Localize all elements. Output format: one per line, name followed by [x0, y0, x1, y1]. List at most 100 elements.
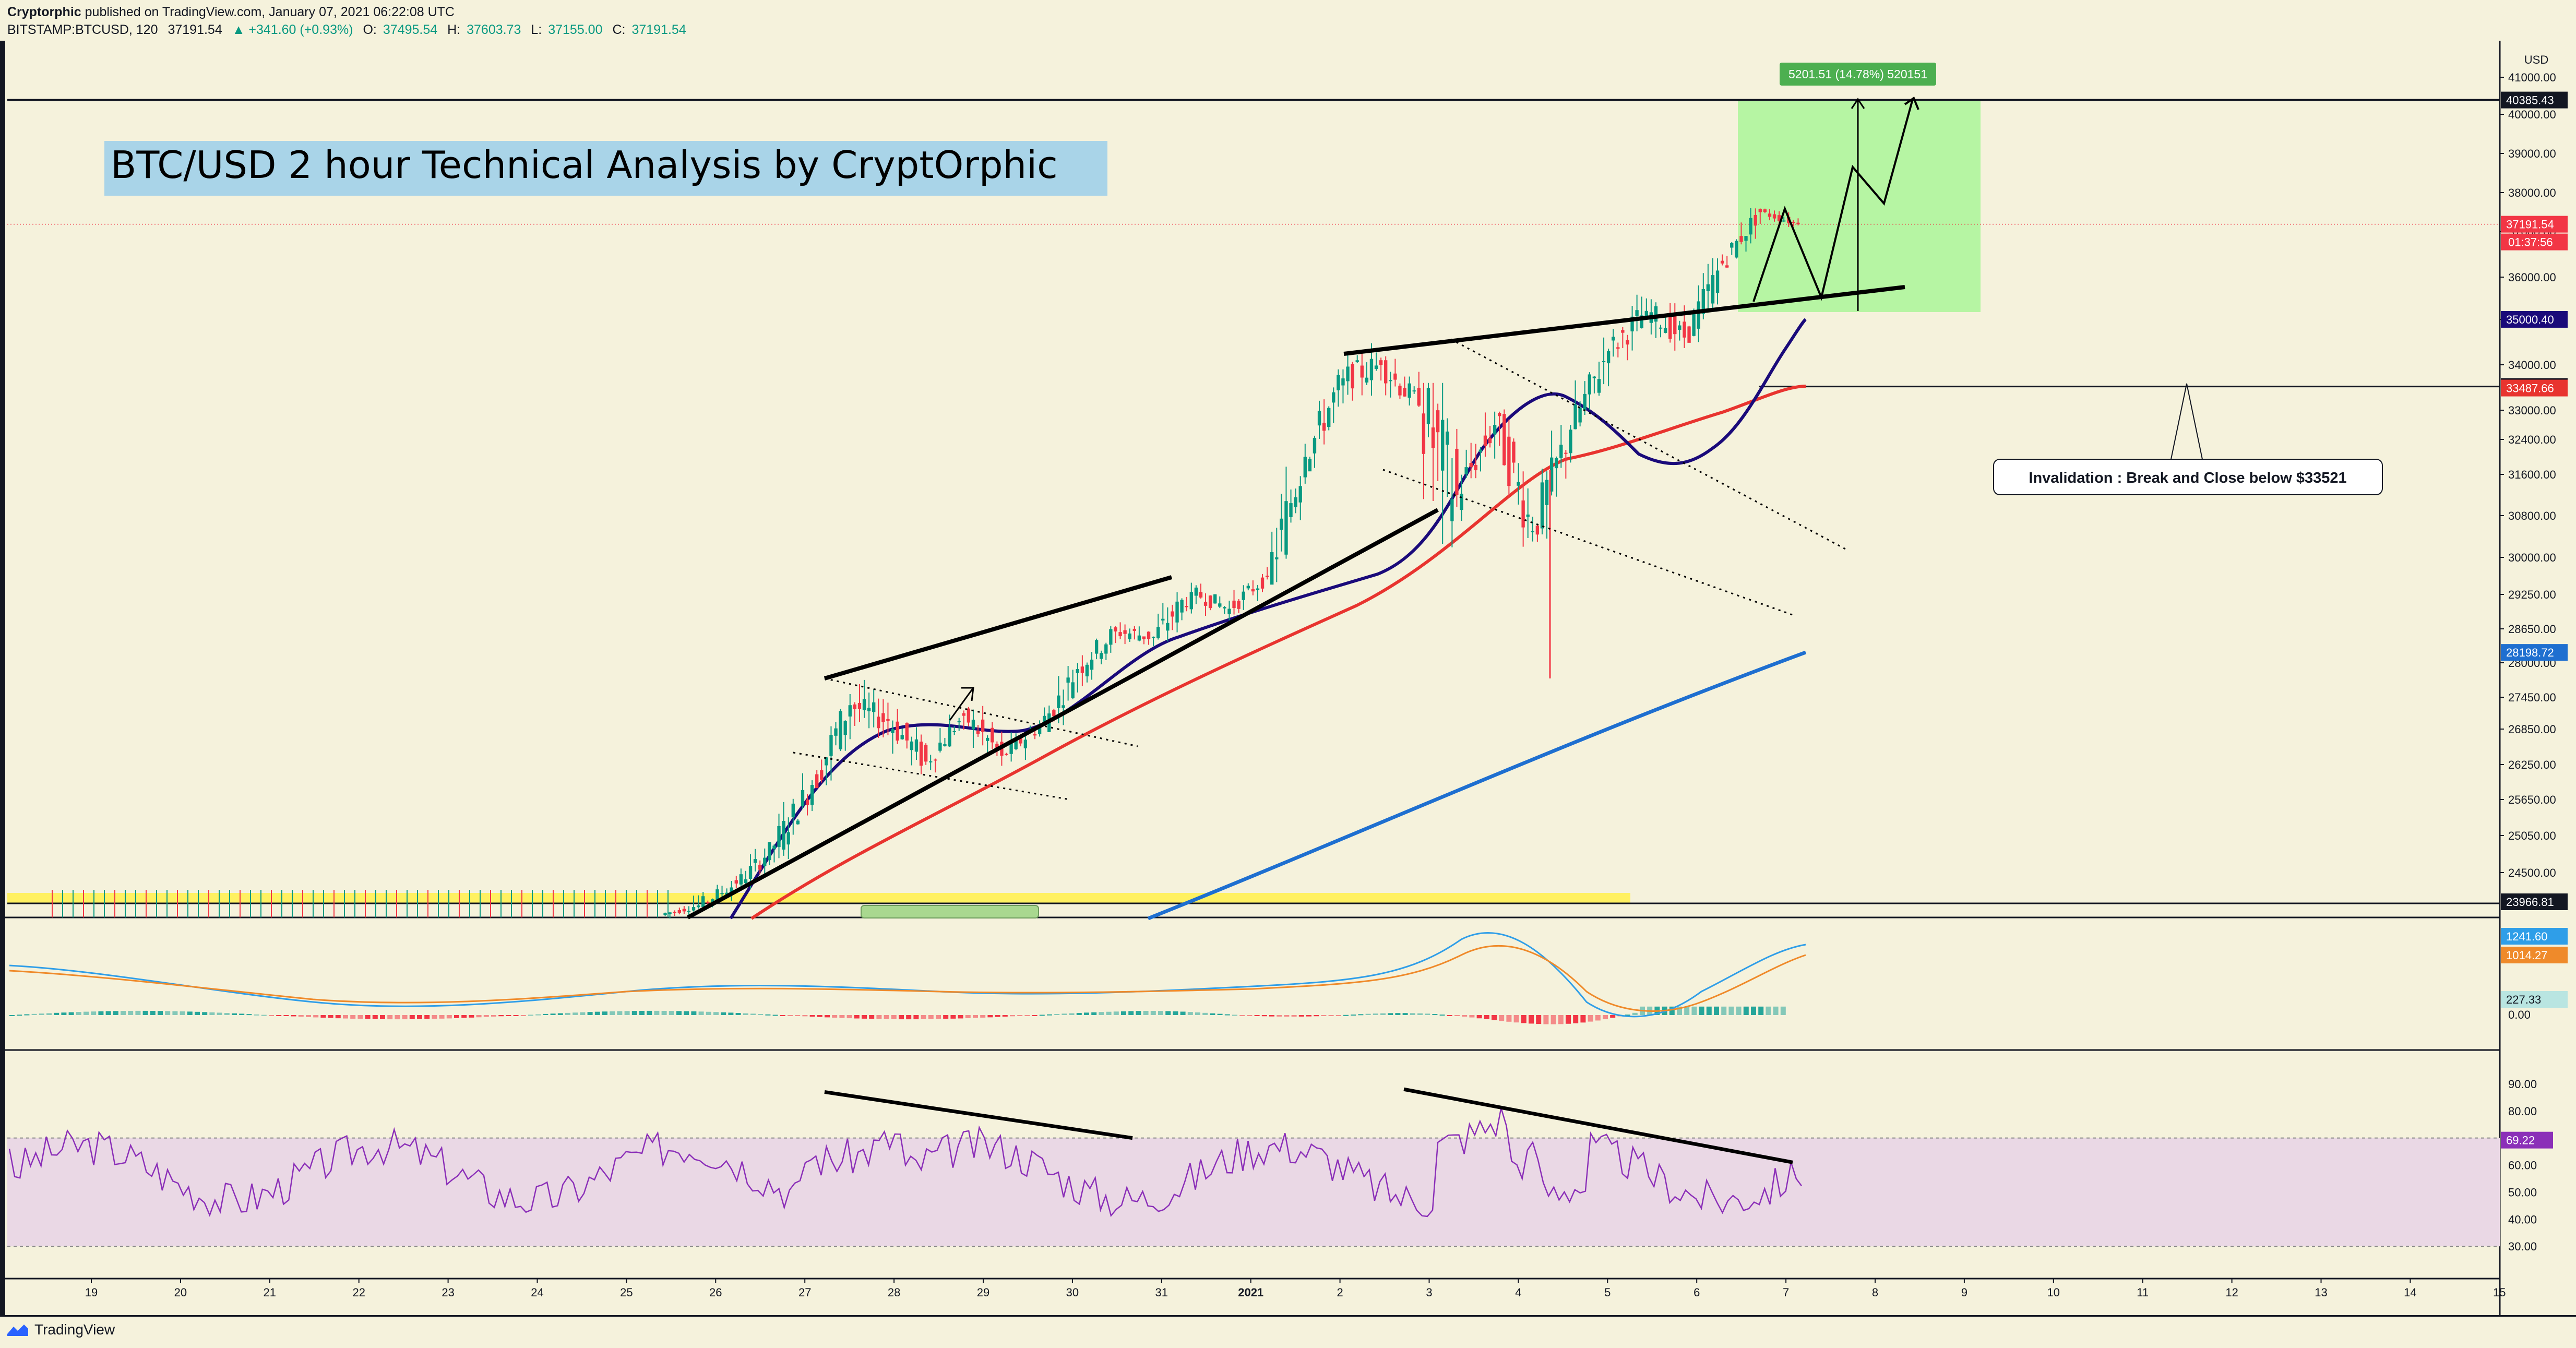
macd-histogram-bar [721, 1012, 726, 1015]
rsi-tick-label: 80.00 [2508, 1105, 2537, 1118]
candle-body [1189, 592, 1193, 610]
candle-body [1493, 425, 1497, 435]
macd-histogram-bar [906, 1015, 912, 1020]
macd-histogram-bar [543, 1013, 548, 1015]
candle-body [1460, 494, 1463, 510]
target-label: 5201.51 (14.78%) 520151 [1788, 67, 1927, 81]
candle-body [1389, 380, 1392, 381]
candle-body [1412, 390, 1416, 392]
price-tag: 28198.72 [2506, 646, 2554, 659]
macd-histogram-bar [743, 1013, 748, 1015]
candle-body [706, 902, 710, 903]
candle-body [1128, 633, 1131, 639]
tradingview-brand[interactable]: TradingView [6, 1318, 115, 1341]
macd-histogram-bar [172, 1011, 178, 1015]
candle-body [1573, 404, 1577, 430]
macd-histogram-bar [1595, 1015, 1601, 1021]
macd-histogram-bar [1269, 1015, 1274, 1017]
macd-histogram-bar [1714, 1006, 1719, 1015]
macd-histogram-bar [135, 1010, 141, 1015]
macd-histogram-bar [1625, 1015, 1630, 1016]
candle-body [1469, 463, 1473, 468]
candle-body [919, 742, 923, 766]
macd-histogram-bar [1529, 1015, 1534, 1024]
macd-histogram-bar [91, 1011, 97, 1015]
macd-histogram-bar [1588, 1015, 1593, 1022]
candle-body [1223, 607, 1226, 609]
macd-histogram-bar [1492, 1015, 1497, 1020]
footer-bar [0, 1315, 2576, 1348]
symbol-label[interactable]: BITSTAMP:BTCUSD, 120 [7, 22, 158, 37]
candle-body [1090, 659, 1094, 670]
candle-body [914, 739, 919, 752]
candle-body [1071, 682, 1075, 698]
candle-body [843, 721, 847, 735]
price-tick-label: 26850.00 [2508, 723, 2556, 736]
candle-body [1782, 220, 1786, 222]
time-tick-label: 8 [1872, 1286, 1878, 1299]
candle-body [1142, 636, 1146, 639]
candle-body [1478, 449, 1483, 452]
candle-body [896, 721, 899, 741]
candle-body [971, 720, 975, 730]
candle-body [1512, 442, 1516, 463]
candle-body [1441, 420, 1445, 471]
price-tag: 35000.40 [2506, 313, 2554, 326]
candle-body [720, 893, 724, 894]
time-tick-label: 6 [1694, 1286, 1700, 1299]
macd-histogram-bar [631, 1011, 637, 1015]
target-label-bg [1780, 63, 1936, 86]
support-band [7, 893, 1630, 903]
candle-body [701, 896, 705, 907]
candle-body [1715, 270, 1720, 293]
candle-body [739, 874, 743, 885]
price-tick-label: 38000.00 [2508, 186, 2556, 199]
macd-histogram-bar [1751, 1006, 1756, 1015]
macd-histogram-bar [1024, 1015, 1030, 1016]
macd-signal-line [9, 945, 1806, 1012]
macd-tag-bg [2501, 947, 2568, 963]
macd-histogram-bar [276, 1015, 282, 1016]
candle-body [1080, 666, 1084, 673]
time-tick-label: 28 [888, 1286, 900, 1299]
tradingview-logo-icon [7, 1325, 28, 1336]
price-tag-bg [2501, 311, 2568, 328]
candle-body [1009, 741, 1013, 754]
time-tick-label: 22 [352, 1286, 365, 1299]
candle-body [1398, 386, 1402, 396]
candle-body [1758, 209, 1762, 212]
macd-histogram-bar [1721, 1006, 1727, 1015]
candle-body [1166, 623, 1170, 631]
macd-histogram-bar [1261, 1015, 1267, 1017]
candle-body [1023, 739, 1028, 748]
time-tick-label: 14 [2404, 1286, 2416, 1299]
macd-histogram-bar [1084, 1012, 1089, 1015]
macd-histogram-bar [1002, 1015, 1008, 1017]
macd-histogram-bar [217, 1012, 222, 1015]
chart-header: Cryptorphic published on TradingView.com… [7, 3, 2575, 40]
macd-histogram-bar [1580, 1015, 1586, 1023]
macd-histogram-bar [1187, 1012, 1193, 1015]
macd-histogram-bar [9, 1015, 15, 1016]
macd-histogram-bar [921, 1015, 926, 1019]
axis-background [2501, 41, 2576, 1316]
macd-histogram-bar [1476, 1015, 1482, 1019]
candle-body [1606, 351, 1611, 364]
macd-histogram-bar [565, 1012, 570, 1015]
candle-body [1280, 518, 1283, 530]
macd-histogram-bar [1573, 1015, 1579, 1023]
candle-body [1768, 213, 1772, 217]
macd-histogram-bar [424, 1015, 430, 1019]
candle-body [1213, 594, 1217, 604]
time-tick-label: 27 [798, 1286, 811, 1299]
author-name[interactable]: Cryptorphic [7, 5, 81, 19]
macd-histogram-bar [1632, 1012, 1638, 1015]
candle-body [857, 702, 862, 709]
candle-body [1744, 236, 1748, 241]
candle-body [677, 910, 681, 913]
price-tick-label: 25050.00 [2508, 829, 2556, 842]
macd-histogram-bar [380, 1015, 385, 1019]
title-banner-bg [104, 141, 1107, 196]
macd-histogram-bar [594, 1011, 600, 1015]
